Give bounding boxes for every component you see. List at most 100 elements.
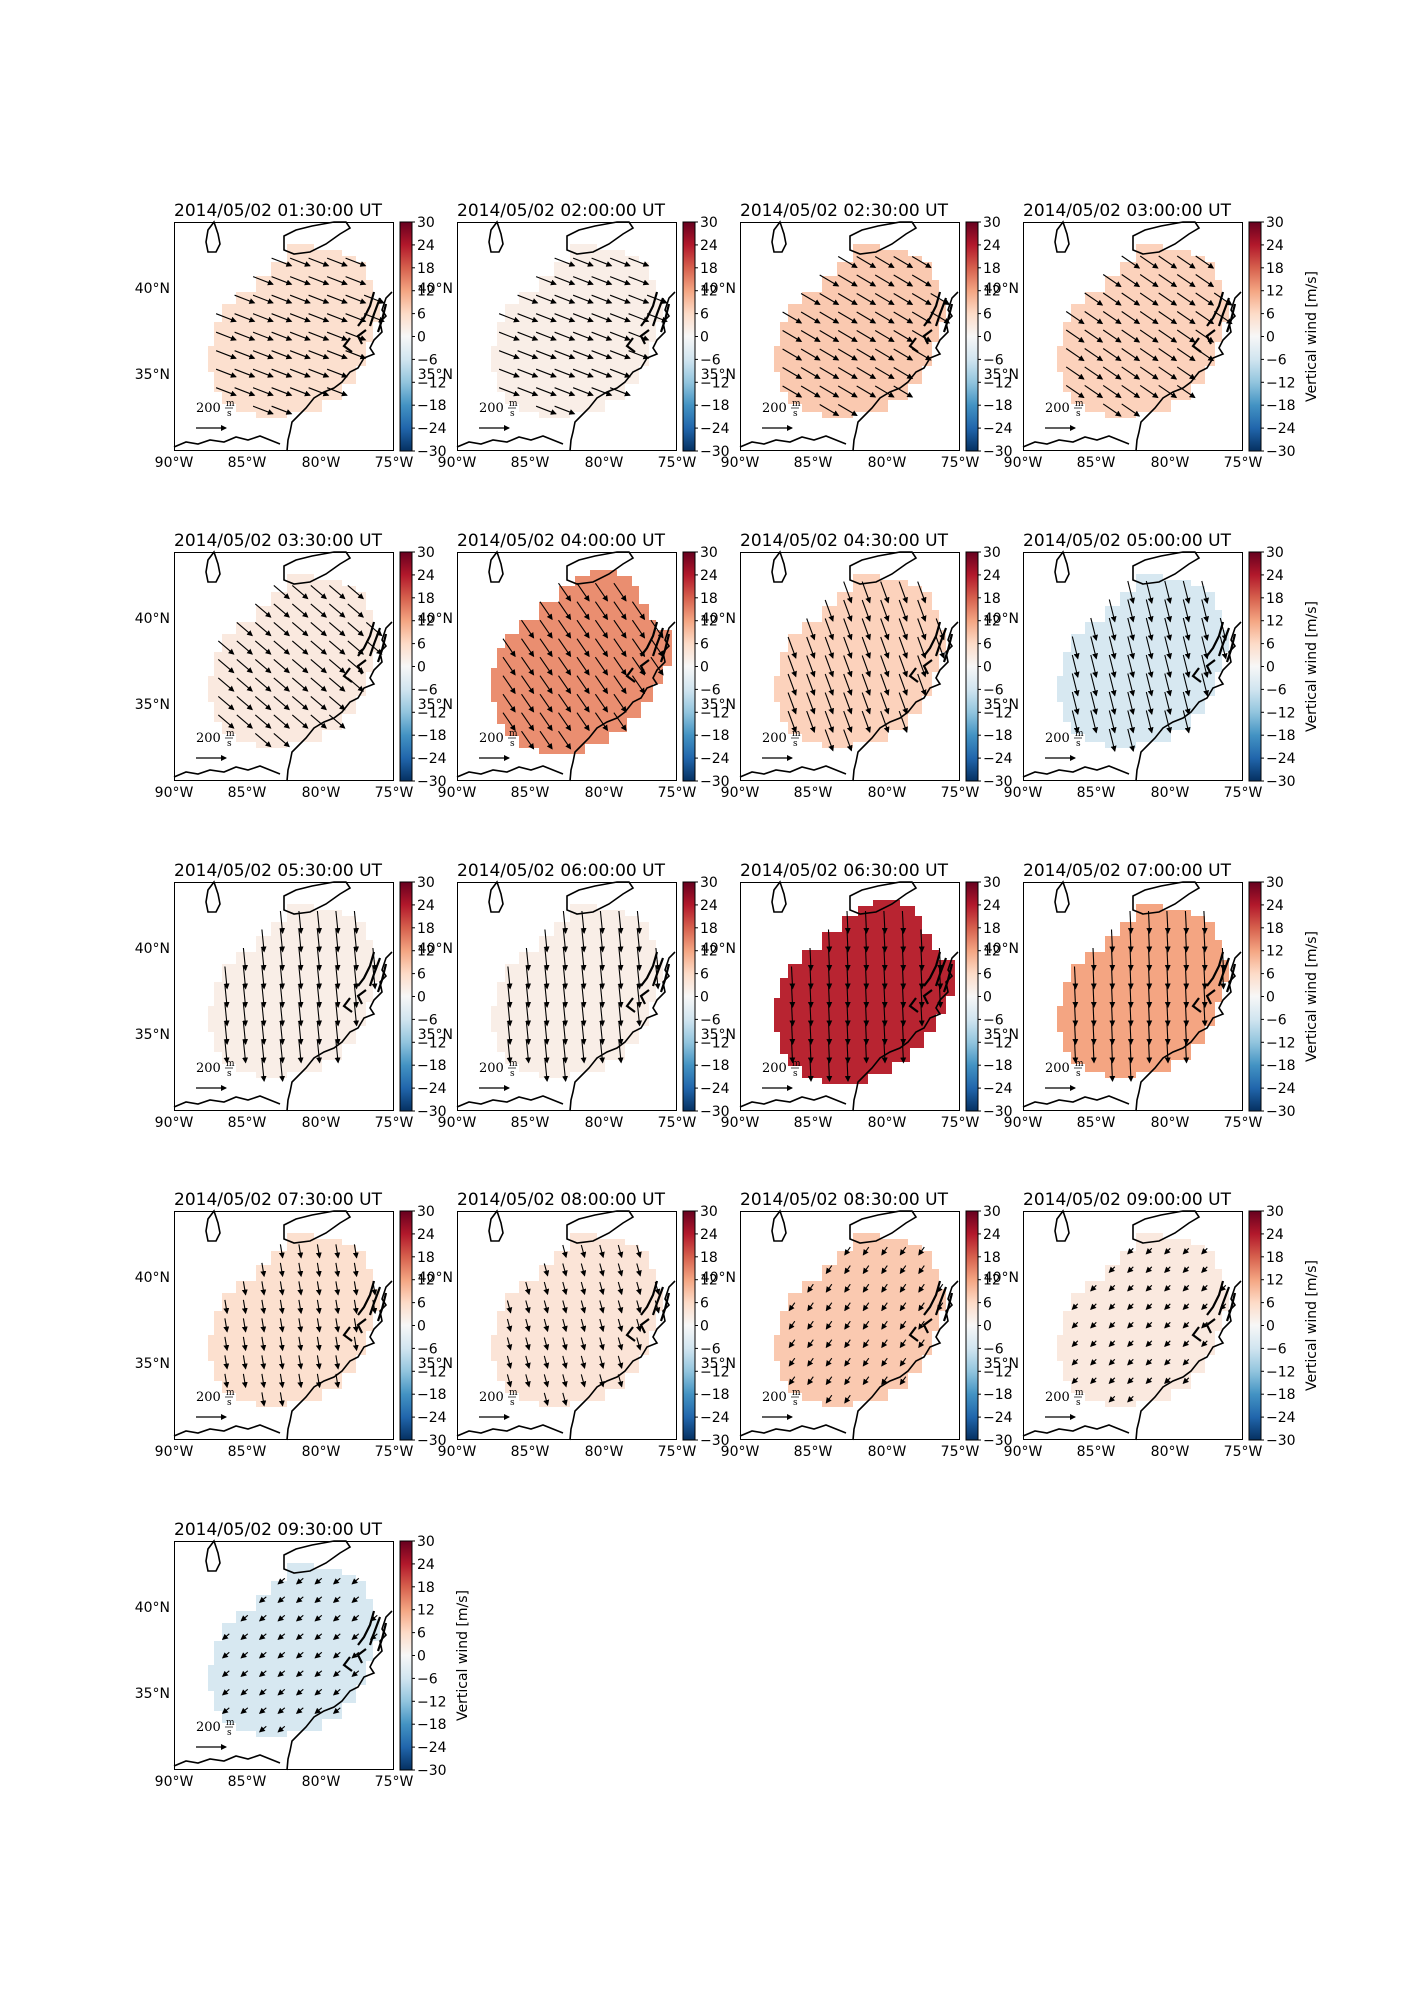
wind-arrow (365, 640, 383, 655)
lon-tick-label: 90°W (155, 1115, 194, 1131)
wind-arrow (558, 693, 572, 713)
wind-arrow (1176, 329, 1196, 343)
wind-arrow (1201, 984, 1208, 1008)
wind-arrow (1220, 966, 1227, 990)
wind-arrow (254, 677, 272, 692)
wind-arrow (525, 1003, 532, 1027)
colorbar-tick-label: 18 (417, 921, 435, 937)
wind-arrow (598, 1374, 605, 1388)
wind-arrow (326, 331, 348, 341)
wind-arrow (806, 673, 816, 696)
wind-arrow (562, 1040, 569, 1064)
wind-vectors (223, 1244, 378, 1407)
colorbar-tick-label: 0 (1266, 1319, 1275, 1335)
coastline (456, 880, 676, 1112)
wind-arrow (917, 655, 927, 678)
wind-arrow (819, 348, 840, 361)
map-panel: 2014/05/02 06:30:00 UT 200 ms 90°W 85°W 80°W 7… (701, 861, 1013, 1131)
colorbar-tick-label: 24 (417, 1557, 435, 1573)
wind-arrow (1102, 292, 1122, 306)
wind-arrow (635, 1337, 642, 1351)
wind-arrow (613, 638, 627, 658)
wind-arrow (918, 1302, 925, 1312)
wind-arrow (260, 1040, 267, 1064)
wind-arrow (826, 1021, 833, 1045)
wind-arrow (278, 1281, 285, 1296)
wind-arrow (1090, 1003, 1097, 1027)
wind-arrow (310, 714, 327, 729)
wind-arrow (260, 1318, 267, 1333)
wind-arrow (1176, 274, 1196, 288)
lon-tick-label: 75°W (941, 1444, 980, 1460)
wind-arrow (782, 311, 803, 324)
wind-arrow (1201, 1284, 1208, 1292)
colorbar-tick-label: 6 (983, 637, 992, 653)
wind-arrow (1139, 384, 1159, 399)
wind-arrow (1201, 580, 1209, 604)
wind-arrow (900, 929, 907, 953)
wind-arrow (278, 1262, 285, 1278)
wind-arrow (332, 1596, 341, 1603)
colorbar-label: Vertical wind [m/s] (1304, 1260, 1320, 1391)
wind-arrow (543, 1318, 550, 1333)
colorbar-tick-label: 18 (1266, 591, 1284, 607)
panel-title: 2014/05/02 04:30:00 UT (740, 531, 949, 551)
lon-tick-label: 85°W (228, 455, 267, 471)
wind-arrow (1071, 654, 1080, 678)
wind-arrow (1219, 1284, 1227, 1292)
wind-arrow (806, 692, 816, 715)
wind-arrow (543, 1337, 550, 1351)
wind-arrow (591, 313, 613, 323)
wind-arrow (613, 582, 627, 602)
wind-arrow (807, 1339, 814, 1349)
wind-arrow (1201, 673, 1209, 697)
wind-arrow (352, 1244, 359, 1259)
wind-arrow (594, 712, 609, 732)
wind-arrow (598, 1318, 605, 1333)
wind-arrow (315, 1336, 322, 1352)
wind-arrow (1121, 311, 1141, 325)
wind-arrow (837, 367, 858, 380)
colorbar: 30 24 18 12 6 0 −6 −12 −18 −24 −30 Vertical wind [m… (1248, 545, 1320, 790)
wind-arrow (524, 1374, 531, 1388)
colorbar: 30 24 18 12 6 0 −6 −12 −18 −24 −30 (965, 215, 1013, 460)
wind-arrow (347, 677, 364, 692)
wind-arrow (636, 966, 643, 990)
colorbar-tick-label: 30 (700, 875, 718, 891)
wind-arrow (881, 1376, 888, 1386)
wind-arrow (223, 966, 230, 990)
wind-arrow (1065, 311, 1085, 325)
svg-text:s: s (227, 1398, 232, 1408)
wind-arrow (353, 947, 360, 971)
wind-arrow (289, 350, 311, 360)
wind-arrow (502, 638, 516, 658)
wind-arrow (935, 636, 945, 659)
wind-arrow (506, 1318, 513, 1333)
wind-arrow (824, 729, 834, 752)
wind-arrow (352, 1336, 359, 1352)
map-panel: 2014/05/02 06:00:00 UT 200 ms 90°W 85°W 80°W 7… (418, 861, 730, 1131)
wind-arrow (521, 656, 535, 676)
wind-arrow (278, 1299, 285, 1315)
wind-arrow (1164, 691, 1172, 715)
lon-tick-label: 85°W (228, 1115, 267, 1131)
wind-arrow (561, 1300, 568, 1314)
wind-arrow (1164, 984, 1171, 1008)
colorbar-tick-label: 6 (700, 1296, 709, 1312)
colorbar-tick-label: 12 (983, 1273, 1001, 1289)
lon-tick-label: 85°W (228, 1444, 267, 1460)
wind-arrow (788, 1320, 796, 1330)
wind-arrow (295, 1633, 304, 1640)
wind-arrow (363, 294, 385, 304)
colorbar-tick-label: −12 (417, 1035, 447, 1051)
wind-arrow (502, 693, 516, 713)
map-panel: 2014/05/02 02:30:00 UT 200 ms 90°W 85°W 80°W 7… (701, 201, 1013, 471)
scale-arrow: 200 ms (196, 399, 235, 431)
colorbar: 30 24 18 12 6 0 −6 −12 −18 −24 −30 Vertical wind [m… (1248, 215, 1320, 460)
wind-arrow (824, 599, 834, 622)
wind-arrow (787, 692, 797, 715)
colorbar-tick-label: 24 (700, 898, 718, 914)
wind-arrow (824, 710, 834, 733)
wind-arrow (893, 311, 914, 324)
wind-arrow (1182, 673, 1191, 697)
